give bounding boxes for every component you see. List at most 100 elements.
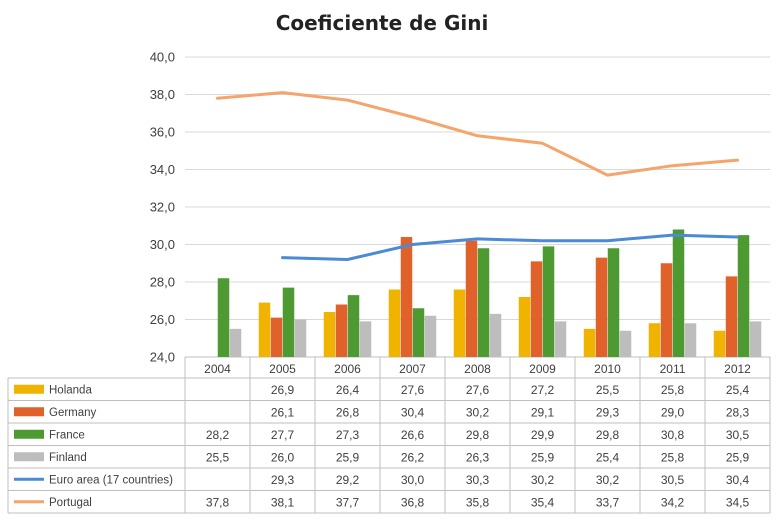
x-tick-label: 2009 (529, 362, 556, 376)
legend-label: France (49, 429, 85, 441)
bar (453, 289, 466, 357)
bar (554, 321, 567, 357)
bar (229, 328, 242, 357)
table-cell-value: 37,8 (206, 495, 230, 509)
bar (518, 297, 531, 357)
y-tick-label: 26,0 (150, 312, 175, 327)
table-cell-value: 25,4 (726, 383, 750, 397)
table-cell-value: 30,8 (661, 428, 685, 442)
y-tick-label: 36,0 (150, 125, 175, 140)
table-cell-value: 26,4 (336, 383, 360, 397)
table-cell-value: 27,3 (336, 428, 360, 442)
bar (217, 278, 230, 357)
series-line (281, 233, 739, 261)
bar (672, 229, 685, 357)
bar (725, 276, 738, 357)
table-cell-value: 27,6 (466, 383, 490, 397)
table-cell-value: 30,2 (466, 405, 490, 419)
bar (270, 317, 283, 357)
gridlines (185, 56, 770, 358)
table-cell-value: 29,8 (466, 428, 490, 442)
chart-title: Coeficiente de Gini (276, 11, 489, 35)
legend-key-holanda (14, 384, 44, 394)
bar (258, 302, 271, 357)
x-tick-label: 2006 (334, 362, 361, 376)
table-cell-value: 33,7 (596, 495, 620, 509)
table-cell-value: 29,3 (271, 473, 295, 487)
table-cell-value: 26,9 (271, 383, 295, 397)
table-cell-value: 34,5 (726, 495, 750, 509)
table-cell-value: 29,1 (531, 405, 555, 419)
table-cell-value: 26,8 (336, 405, 360, 419)
bar (737, 235, 750, 357)
x-tick-label: 2012 (724, 362, 751, 376)
y-tick-label: 24,0 (150, 350, 175, 365)
bar (294, 319, 307, 357)
x-tick-label: 2010 (594, 362, 621, 376)
table-cell-value: 30,5 (726, 428, 750, 442)
y-tick-label: 34,0 (150, 162, 175, 177)
table-cell-value: 29,2 (336, 473, 360, 487)
table-cell-value: 30,4 (401, 405, 425, 419)
legend-label: Holanda (49, 384, 92, 396)
bar (749, 321, 762, 357)
table-cell-value: 30,0 (401, 473, 425, 487)
table-cell-value: 27,2 (531, 383, 555, 397)
table-cell-value: 25,8 (661, 383, 685, 397)
table-cell-value: 27,7 (271, 428, 295, 442)
table-cell-value: 25,9 (726, 450, 750, 464)
table-cell-value: 29,0 (661, 405, 685, 419)
bar (619, 330, 632, 357)
table-cell-value: 25,9 (336, 450, 360, 464)
data-table: 2004 2005 2006 2007 2008 2009 2010 2011 2012 Hola… (7, 357, 771, 514)
bar (424, 315, 437, 357)
bar (323, 312, 336, 357)
bar (648, 323, 661, 357)
table-cell-value: 35,8 (466, 495, 490, 509)
table-cell-value: 36,8 (401, 495, 425, 509)
table-cell-value: 25,4 (596, 450, 620, 464)
table-cell-value: 28,3 (726, 405, 750, 419)
x-tick-label: 2011 (660, 362, 686, 376)
table-cell-value: 30,5 (661, 473, 685, 487)
bar (660, 263, 673, 357)
y-axis: 24,0 26,0 28,0 30,0 32,0 34,0 36,0 38,0 40,0 (150, 50, 175, 365)
x-tick-label: 2005 (269, 362, 296, 376)
legend-label: Germany (49, 407, 97, 419)
table-cell-value: 26,2 (401, 450, 425, 464)
table-cell-value: 30,4 (726, 473, 750, 487)
table-cell-value: 26,6 (401, 428, 425, 442)
table-cell-value: 26,3 (466, 450, 490, 464)
table-cell-value: 27,6 (401, 383, 425, 397)
x-tick-label: 2008 (464, 362, 491, 376)
y-tick-label: 38,0 (150, 87, 175, 102)
bar-series (217, 229, 762, 357)
legend-label: Finland (49, 452, 87, 464)
series-line (216, 91, 739, 177)
bar (465, 240, 478, 357)
legend-label: Portugal (49, 497, 92, 509)
table-cell-value: 28,2 (206, 428, 230, 442)
bar (347, 295, 360, 357)
table-cell-value: 38,1 (271, 495, 295, 509)
bar (530, 261, 543, 357)
y-tick-label: 32,0 (150, 200, 175, 215)
table-cell-value: 29,8 (596, 428, 620, 442)
table-cell-value: 25,5 (206, 450, 230, 464)
bar (684, 323, 697, 357)
bar (583, 328, 596, 357)
bar (713, 330, 726, 357)
x-tick-label: 2004 (204, 362, 231, 376)
y-tick-label: 30,0 (150, 237, 175, 252)
bar (595, 257, 608, 357)
y-tick-label: 40,0 (150, 50, 175, 65)
bar (607, 248, 620, 357)
line-series (216, 91, 739, 261)
table-cell-value: 30,2 (596, 473, 620, 487)
bar (388, 289, 401, 357)
table-cell-value: 25,9 (531, 450, 555, 464)
legend-key-france (14, 429, 44, 439)
legend-key-germany (14, 407, 44, 417)
legend-key-finland (14, 452, 44, 462)
